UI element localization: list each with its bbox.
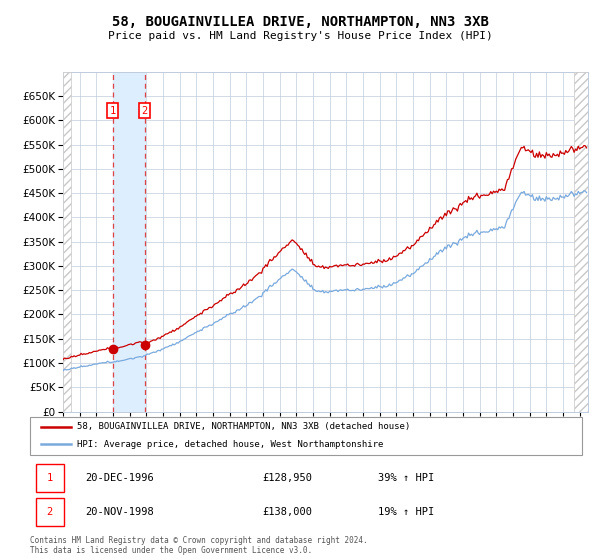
Text: £128,950: £128,950: [262, 473, 312, 483]
Text: 39% ↑ HPI: 39% ↑ HPI: [378, 473, 434, 483]
Text: Price paid vs. HM Land Registry's House Price Index (HPI): Price paid vs. HM Land Registry's House …: [107, 31, 493, 41]
Bar: [574, 72, 588, 412]
Text: 20-NOV-1998: 20-NOV-1998: [85, 507, 154, 517]
Text: 58, BOUGAINVILLEA DRIVE, NORTHAMPTON, NN3 3XB: 58, BOUGAINVILLEA DRIVE, NORTHAMPTON, NN…: [112, 15, 488, 29]
Text: 58, BOUGAINVILLEA DRIVE, NORTHAMPTON, NN3 3XB (detached house): 58, BOUGAINVILLEA DRIVE, NORTHAMPTON, NN…: [77, 422, 410, 431]
Bar: [35, 464, 64, 492]
Text: Contains HM Land Registry data © Crown copyright and database right 2024.
This d: Contains HM Land Registry data © Crown c…: [30, 536, 368, 555]
Text: HPI: Average price, detached house, West Northamptonshire: HPI: Average price, detached house, West…: [77, 440, 383, 449]
Text: 2: 2: [47, 507, 53, 517]
Text: 1: 1: [47, 473, 53, 483]
Bar: [35, 498, 64, 526]
Bar: [63, 72, 71, 412]
Text: 2: 2: [142, 106, 148, 116]
Bar: [113, 72, 145, 412]
Text: 19% ↑ HPI: 19% ↑ HPI: [378, 507, 434, 517]
Text: 1: 1: [109, 106, 116, 116]
Text: £138,000: £138,000: [262, 507, 312, 517]
Text: 20-DEC-1996: 20-DEC-1996: [85, 473, 154, 483]
